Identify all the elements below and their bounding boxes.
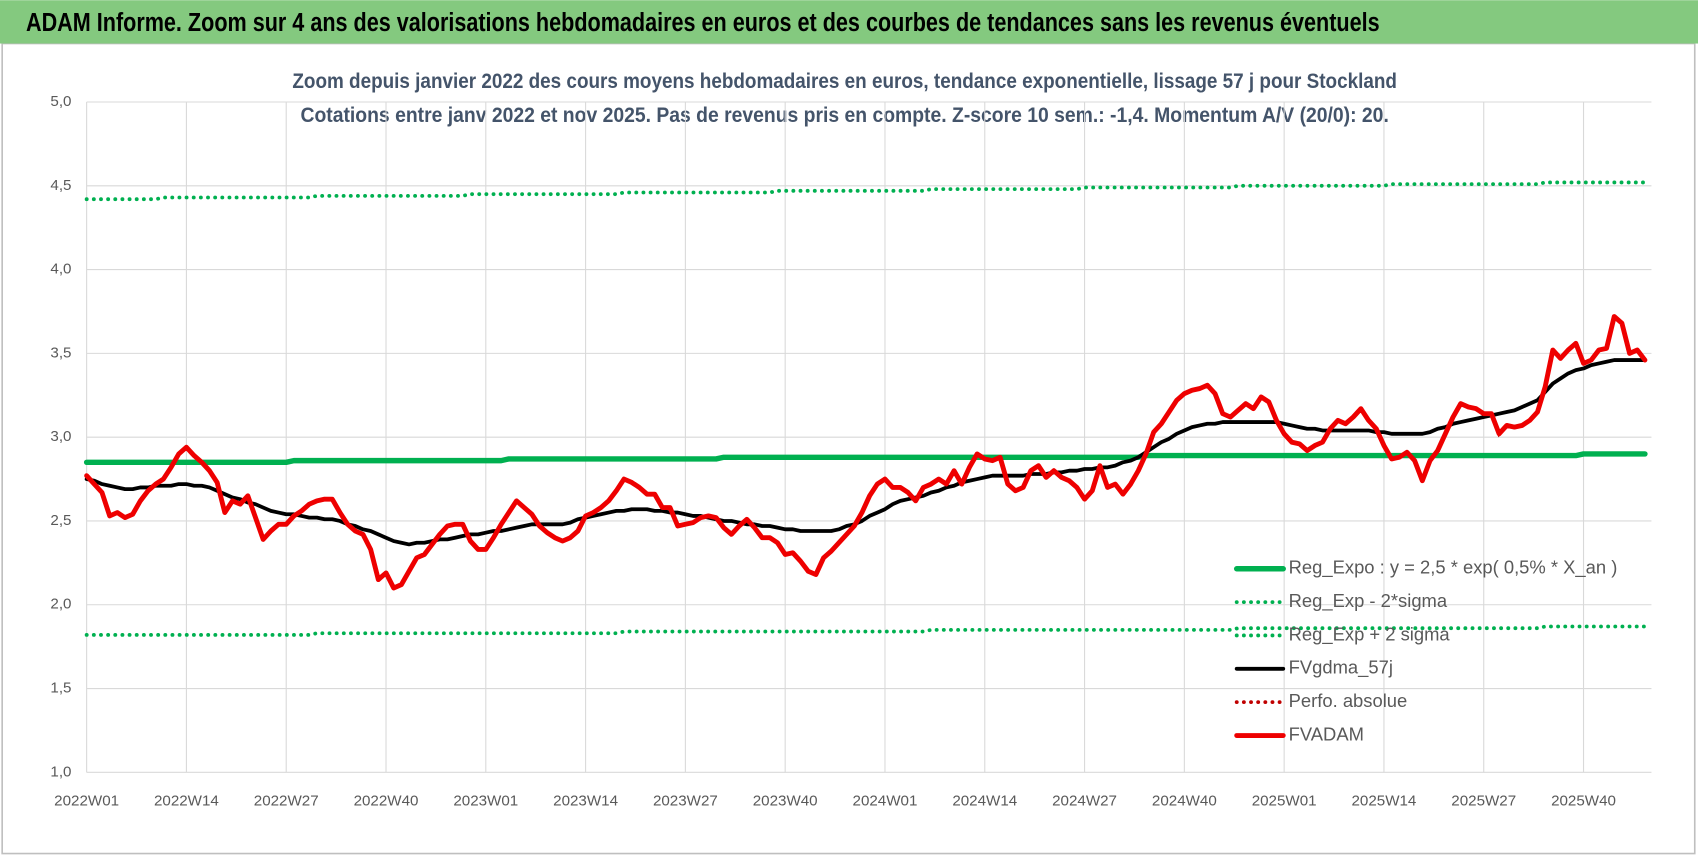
x-tick-label: 2025W27 xyxy=(1451,793,1516,810)
y-tick-label: 2,5 xyxy=(50,512,71,529)
x-tick-label: 2024W40 xyxy=(1152,793,1217,810)
y-tick-label: 3,5 xyxy=(50,344,71,361)
y-tick-label: 1,0 xyxy=(50,763,71,780)
legend-label: Reg_Exp - 2*sigma xyxy=(1289,590,1448,612)
y-tick-label: 4,0 xyxy=(50,261,71,278)
x-tick-label: 2025W01 xyxy=(1252,793,1317,810)
x-tick-label: 2023W01 xyxy=(453,793,518,810)
x-tick-label: 2024W01 xyxy=(853,793,918,810)
y-tick-label: 5,0 xyxy=(50,93,71,110)
chart-subtitle: Cotations entre janv 2022 et nov 2025. P… xyxy=(301,102,1389,127)
x-tick-label: 2023W14 xyxy=(553,793,618,810)
header-bar xyxy=(0,0,1698,44)
plot-lines xyxy=(83,180,1648,637)
y-tick-label: 1,5 xyxy=(50,680,71,697)
chart-title: Zoom depuis janvier 2022 des cours moyen… xyxy=(292,68,1397,93)
legend-label: FVADAM xyxy=(1289,723,1364,744)
y-tick-label: 4,5 xyxy=(50,177,71,194)
legend-label: Reg_Exp + 2 sigma xyxy=(1289,623,1451,645)
x-tick-label: 2022W14 xyxy=(154,793,219,810)
legend-label: Perfo. absolue xyxy=(1289,690,1408,711)
legend-label: FVgdma_57j xyxy=(1289,657,1393,679)
series-line xyxy=(83,451,1648,466)
x-tick-label: 2024W14 xyxy=(952,793,1017,810)
x-tick-label: 2023W40 xyxy=(753,793,818,810)
x-tick-label: 2025W40 xyxy=(1551,793,1616,810)
x-tick-label: 2022W01 xyxy=(54,793,119,810)
series-line xyxy=(84,624,1647,637)
series-line xyxy=(84,314,1648,591)
legend-label: Reg_Expo : y = 2,5 * exp( 0,5% * X_an ) xyxy=(1289,557,1618,579)
header-title: ADAM Informe. Zoom sur 4 ans des valoris… xyxy=(26,7,1380,37)
legend: Reg_Expo : y = 2,5 * exp( 0,5% * X_an ) R… xyxy=(1233,557,1618,744)
x-tick-label: 2023W27 xyxy=(653,793,718,810)
series-line xyxy=(84,180,1647,202)
y-tick-label: 3,0 xyxy=(50,428,71,445)
x-tick-label: 2022W27 xyxy=(254,793,319,810)
grid: 1,0 1,5 2,0 2,5 3,0 3,5 4,0 4,5 5,0 2022W01 2022W1… xyxy=(50,93,1652,810)
x-tick-label: 2022W40 xyxy=(354,793,419,810)
x-tick-label: 2025W14 xyxy=(1351,793,1416,810)
y-tick-label: 2,0 xyxy=(50,596,71,613)
x-tick-label: 2024W27 xyxy=(1052,793,1117,810)
